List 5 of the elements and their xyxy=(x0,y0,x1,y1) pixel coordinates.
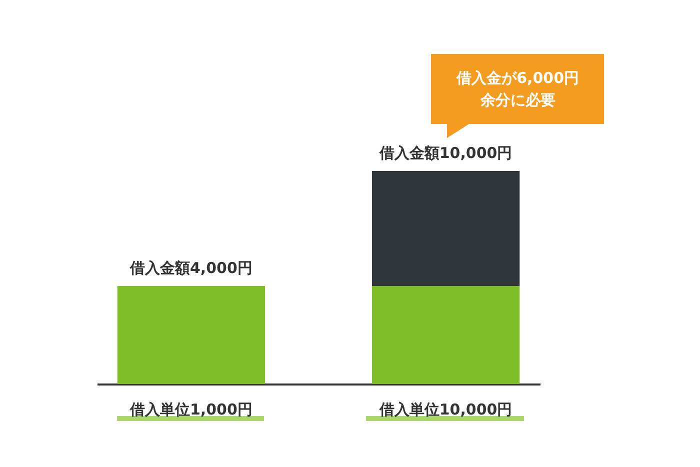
text: 借入金が6,000円余分に必要 xyxy=(456,69,580,109)
x-tick-label: 借入単位10,000円 xyxy=(378,400,512,418)
total-label: 借入金額10,000円 xyxy=(378,144,512,162)
x-tick-label: 借入単位1,000円 xyxy=(128,400,252,418)
total-label: 借入金額4,000円 xyxy=(128,259,252,278)
